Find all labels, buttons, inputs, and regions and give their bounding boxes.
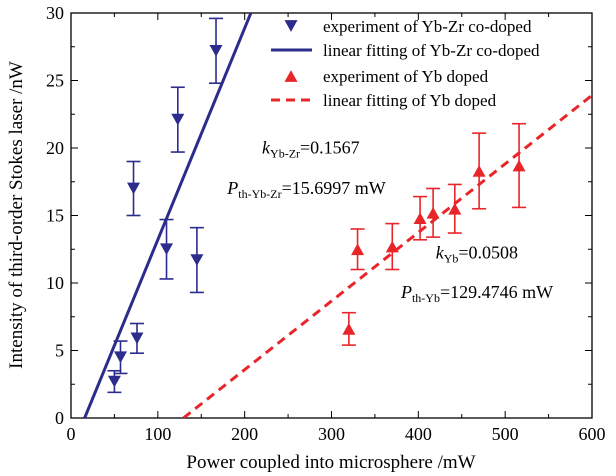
legend: experiment of Yb-Zr co-doped linear fitti… <box>271 17 540 110</box>
x-tick-label: 0 <box>67 424 76 444</box>
annotation-value: =129.4746 mW <box>440 282 553 302</box>
yb-zr-point <box>209 44 223 57</box>
annotation-symbol: P <box>400 282 412 302</box>
annotation-subscript: th-Yb-Zr <box>238 187 281 201</box>
annotation-symbol: k <box>262 137 271 157</box>
annotation-subscript: th-Yb <box>412 291 440 305</box>
yb-point <box>413 212 427 225</box>
yb-zr-point <box>130 332 144 345</box>
yb-point <box>385 240 399 253</box>
legend-label: linear fitting of Yb doped <box>323 91 497 110</box>
yb-zr-point <box>160 243 174 256</box>
y-tick-label: 10 <box>46 273 64 293</box>
legend-marker <box>284 20 298 32</box>
yb-zr-fit-line <box>83 13 253 418</box>
yb-point <box>472 165 486 177</box>
annotation-symbol: P <box>226 178 238 198</box>
yb-point <box>512 159 526 172</box>
annotation-p_yb: Pth-Yb=129.4746 mW <box>400 282 553 305</box>
yb-zr-point <box>127 182 141 195</box>
annotation-value: =0.0508 <box>458 243 518 263</box>
x-tick-label: 600 <box>579 424 606 444</box>
yb-doped-fit-line <box>182 94 592 418</box>
x-tick-label: 400 <box>405 424 432 444</box>
annotation-p_yb_zr: Pth-Yb-Zr=15.6997 mW <box>226 178 385 201</box>
x-tick-label: 300 <box>318 424 345 444</box>
yb-zr-point <box>107 375 121 388</box>
annotation-k_yb_zr: kYb-Zr=0.1567 <box>262 137 360 160</box>
legend-label: linear fitting of Yb-Zr co-doped <box>323 41 540 60</box>
y-tick-label: 15 <box>46 206 64 226</box>
annotation-value: =0.1567 <box>300 137 360 157</box>
x-tick-label: 200 <box>231 424 258 444</box>
yb-point <box>351 243 365 256</box>
yb-zr-point <box>113 351 127 364</box>
y-tick-label: 20 <box>46 138 64 158</box>
yb-point <box>426 206 440 219</box>
y-axis-label: Intensity of third-order Stokes laser /n… <box>6 61 27 369</box>
annotation-subscript: Yb <box>444 252 459 266</box>
legend-marker <box>284 70 298 82</box>
x-axis-label: Power coupled into microsphere /mW <box>186 452 475 473</box>
legend-label: experiment of Yb-Zr co-doped <box>323 17 532 36</box>
annotation-subscript: Yb-Zr <box>270 146 300 160</box>
yb-zr-point <box>171 113 185 126</box>
y-tick-label: 25 <box>46 71 64 91</box>
y-tick-label: 0 <box>55 408 64 428</box>
y-tick-label: 30 <box>46 3 64 23</box>
data-point-layer <box>107 17 527 394</box>
annotation-k_yb: kYb=0.0508 <box>436 243 518 266</box>
fit-line-layer <box>83 13 592 418</box>
annotation-value: =15.6997 mW <box>282 178 386 198</box>
yb-point <box>342 323 356 335</box>
x-tick-label: 100 <box>144 424 171 444</box>
legend-label: experiment of Yb doped <box>323 67 489 86</box>
y-tick-label: 5 <box>55 341 64 361</box>
annotation-symbol: k <box>436 243 445 263</box>
yb-zr-point <box>190 254 204 266</box>
yb-point <box>448 202 462 215</box>
x-tick-label: 500 <box>492 424 519 444</box>
tick-layer: 0 100 200 300 400 500 600 0 5 10 15 20 25 30 <box>46 3 606 444</box>
